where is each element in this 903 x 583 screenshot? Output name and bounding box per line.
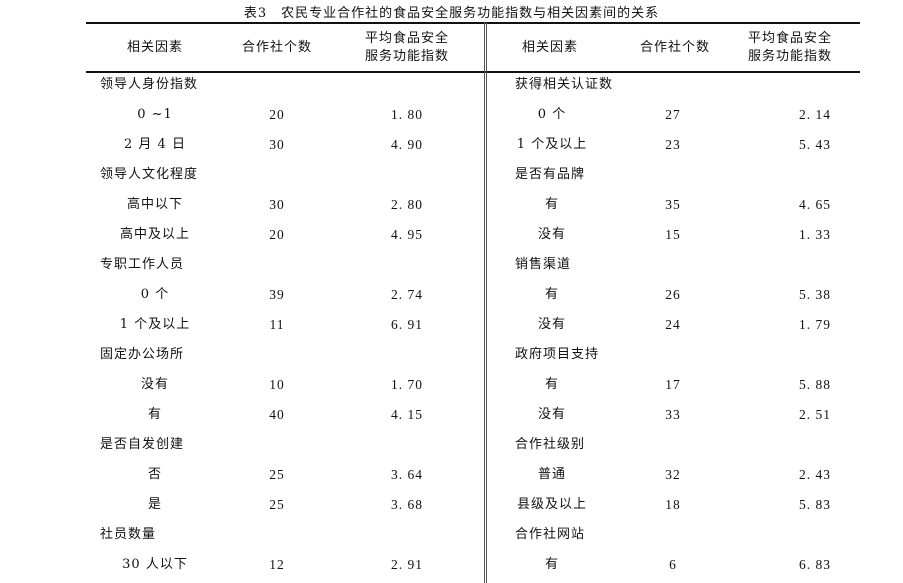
group-label: 政府项目支持 — [515, 347, 600, 362]
count-cell: 15 — [665, 227, 681, 242]
count-cell: 6 — [669, 557, 677, 572]
group-label: 是否有品牌 — [515, 167, 586, 182]
index-cell: 4. 95 — [391, 227, 423, 242]
group-label: 是否自发创建 — [100, 437, 185, 452]
factor-label: 没有 — [140, 377, 169, 392]
header-count-left: 合作社个数 — [241, 40, 312, 55]
index-cell: 5. 83 — [799, 497, 831, 512]
top-rule — [86, 22, 860, 24]
index-cell: 1. 33 — [799, 227, 831, 242]
factor-label: 没有 — [537, 317, 566, 332]
factor-label: 否 — [147, 467, 162, 482]
header-index-line1: 平均食品安全 — [364, 31, 449, 46]
count-cell: 27 — [665, 107, 681, 122]
factor-label: 县级及以上 — [516, 497, 587, 512]
count-cell: 40 — [269, 407, 285, 422]
factor-label: 2 月 4 日 — [124, 137, 186, 152]
count-cell: 25 — [269, 467, 285, 482]
group-label: 固定办公场所 — [100, 347, 185, 362]
count-cell: 23 — [665, 137, 681, 152]
header-factor-right: 相关因素 — [521, 40, 578, 55]
table-title: 表3 农民专业合作社的食品安全服务功能指数与相关因素间的关系 — [243, 6, 660, 21]
header-index-right: 平均食品安全 服务功能指数 — [730, 30, 850, 66]
count-cell: 17 — [665, 377, 681, 392]
count-cell: 25 — [269, 497, 285, 512]
group-label: 销售渠道 — [515, 257, 572, 272]
count-cell: 10 — [269, 377, 285, 392]
factor-label: 1 个及以上 — [119, 317, 191, 332]
column-divider — [484, 22, 487, 583]
index-cell: 6. 91 — [391, 317, 423, 332]
group-label: 获得相关认证数 — [515, 77, 614, 92]
factor-label: 有 — [544, 287, 559, 302]
factor-label: 有 — [544, 197, 559, 212]
count-cell: 20 — [269, 227, 285, 242]
count-cell: 30 — [269, 197, 285, 212]
index-cell: 2. 43 — [799, 467, 831, 482]
header-index-left: 平均食品安全 服务功能指数 — [347, 30, 467, 66]
index-cell: 2. 14 — [799, 107, 831, 122]
index-cell: 2. 51 — [799, 407, 831, 422]
factor-label: 有 — [147, 407, 162, 422]
count-cell: 12 — [269, 557, 285, 572]
group-label: 领导人文化程度 — [100, 167, 199, 182]
group-label: 社员数量 — [100, 527, 157, 542]
index-cell: 2. 91 — [391, 557, 423, 572]
factor-label: 高中及以上 — [119, 227, 190, 242]
index-cell: 4. 65 — [799, 197, 831, 212]
index-cell: 6. 83 — [799, 557, 831, 572]
header-index-line2: 服务功能指数 — [364, 49, 449, 64]
factor-label: 30 人以下 — [122, 557, 188, 572]
index-cell: 5. 43 — [799, 137, 831, 152]
factor-label: 普通 — [537, 467, 566, 482]
header-factor-left: 相关因素 — [126, 40, 183, 55]
header-count-right: 合作社个数 — [639, 40, 710, 55]
index-cell: 4. 15 — [391, 407, 423, 422]
factor-label: 没有 — [537, 227, 566, 242]
count-cell: 33 — [665, 407, 681, 422]
factor-label: 0 个 — [140, 287, 170, 302]
index-cell: 1. 70 — [391, 377, 423, 392]
index-cell: 2. 74 — [391, 287, 423, 302]
count-cell: 32 — [665, 467, 681, 482]
count-cell: 20 — [269, 107, 285, 122]
factor-label: 有 — [544, 557, 559, 572]
count-cell: 30 — [269, 137, 285, 152]
index-cell: 5. 38 — [799, 287, 831, 302]
index-cell: 1. 79 — [799, 317, 831, 332]
header-rule — [86, 71, 860, 73]
header-index-line1: 平均食品安全 — [747, 31, 832, 46]
count-cell: 18 — [665, 497, 681, 512]
factor-label: 高中以下 — [126, 197, 183, 212]
index-cell: 2. 80 — [391, 197, 423, 212]
index-cell: 4. 90 — [391, 137, 423, 152]
factor-label: 0 个 — [537, 107, 567, 122]
count-cell: 26 — [665, 287, 681, 302]
count-cell: 39 — [269, 287, 285, 302]
factor-label: 是 — [147, 497, 162, 512]
group-label: 领导人身份指数 — [100, 77, 199, 92]
factor-label: 没有 — [537, 407, 566, 422]
group-label: 合作社级别 — [515, 437, 586, 452]
count-cell: 35 — [665, 197, 681, 212]
factor-label: 有 — [544, 377, 559, 392]
factor-label: 0 ~1 — [137, 107, 173, 122]
count-cell: 24 — [665, 317, 681, 332]
count-cell: 11 — [269, 317, 285, 332]
factor-label: 1 个及以上 — [516, 137, 588, 152]
header-index-line2: 服务功能指数 — [747, 49, 832, 64]
group-label: 专职工作人员 — [100, 257, 185, 272]
index-cell: 3. 64 — [391, 467, 423, 482]
group-label: 合作社网站 — [515, 527, 586, 542]
index-cell: 5. 88 — [799, 377, 831, 392]
index-cell: 3. 68 — [391, 497, 423, 512]
index-cell: 1. 80 — [391, 107, 423, 122]
